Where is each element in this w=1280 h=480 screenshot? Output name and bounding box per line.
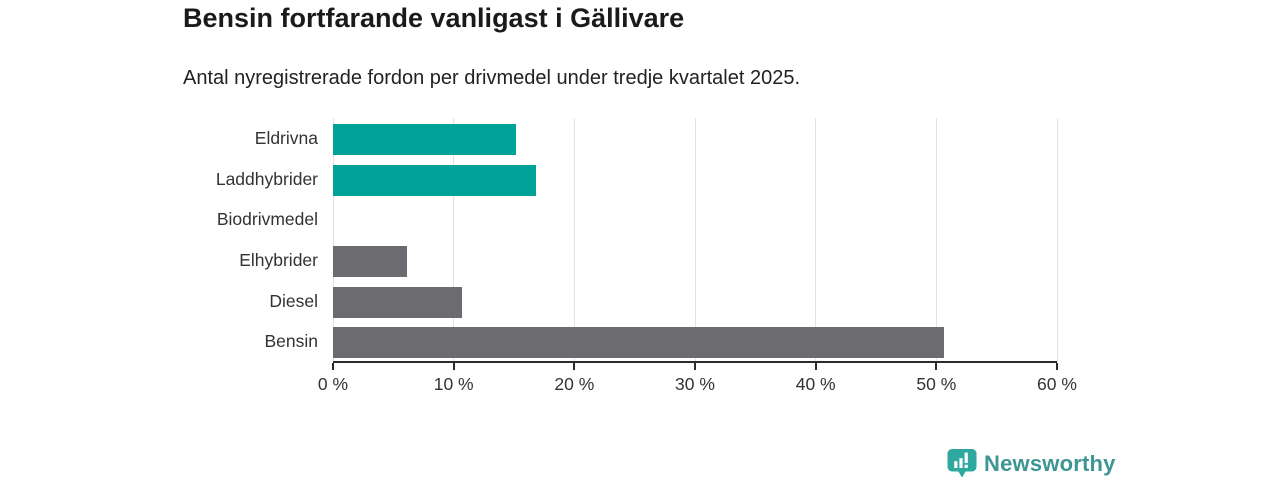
gridline: [1056, 118, 1058, 362]
x-axis-tick: [332, 363, 334, 370]
x-axis-tick: [814, 363, 817, 370]
category-label-biodrivmedel: Biodrivmedel: [216, 209, 318, 230]
gridline: [935, 118, 937, 362]
gridline: [815, 118, 817, 362]
x-axis-tick-label: 0 %: [317, 374, 349, 394]
newsworthy-bubble-barchart-icon: [947, 449, 977, 478]
gridline: [332, 118, 334, 362]
x-axis-tick-label: 50 %: [916, 374, 957, 394]
x-axis-tick: [935, 363, 938, 370]
x-axis-tick-label: 10 %: [433, 374, 474, 394]
bar-elhybrider: [333, 246, 407, 277]
chart-title: Bensin fortfarande vanligast i Gällivare: [183, 3, 685, 33]
chart-subtitle: Antal nyregistrerade fordon per drivmede…: [183, 67, 801, 89]
newsworthy-logo: Newsworthy: [946, 448, 1116, 479]
category-label-eldrivna: Eldrivna: [254, 128, 318, 148]
category-label-bensin: Bensin: [264, 331, 318, 352]
category-label-diesel: Diesel: [269, 290, 318, 311]
x-axis-tick: [452, 363, 455, 370]
gridline: [694, 118, 696, 362]
x-axis-tick-label: 20 %: [554, 374, 595, 394]
plot-area: [332, 118, 1058, 370]
newsworthy-wordmark: Newsworthy: [984, 450, 1116, 476]
x-axis-line: [333, 361, 1057, 363]
x-axis-tick: [573, 363, 576, 370]
x-axis-tick-label: 60 %: [1037, 374, 1077, 394]
x-axis-tick-label: 30 %: [675, 374, 715, 394]
gridline: [453, 118, 455, 362]
category-label-elhybrider: Elhybrider: [239, 250, 318, 270]
x-axis-tick: [694, 363, 696, 370]
x-axis-tick: [1056, 363, 1058, 370]
gridline: [573, 118, 575, 362]
bar-laddhybrider: [333, 164, 536, 196]
x-axis-tick-label: 40 %: [795, 374, 836, 394]
bar-bensin: [333, 327, 944, 359]
bar-diesel: [333, 286, 463, 318]
category-label-laddhybrider: Laddhybrider: [215, 168, 318, 189]
y-axis-category-labels: Eldrivna Laddhybrider Biodrivmedel Elhybrid…: [0, 118, 318, 362]
bar-eldrivna: [333, 124, 517, 155]
